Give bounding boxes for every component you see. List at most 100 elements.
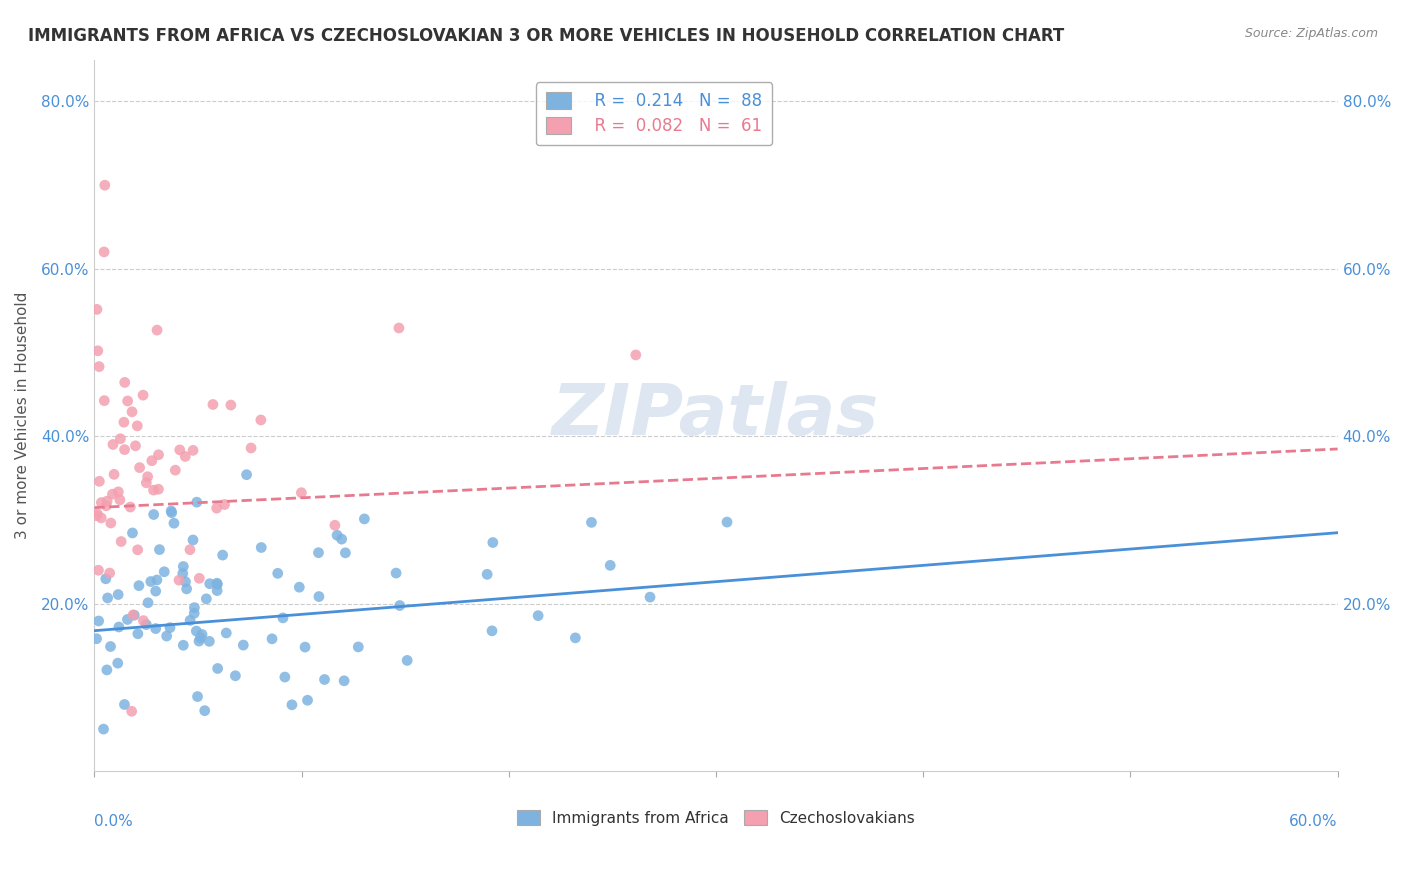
Point xyxy=(198,634,221,648)
Point xyxy=(323,518,346,533)
Point xyxy=(142,483,165,497)
Point xyxy=(108,492,131,507)
Point xyxy=(194,704,217,718)
Point xyxy=(581,516,603,530)
Point xyxy=(96,663,118,677)
Point xyxy=(120,500,142,514)
Point xyxy=(564,631,586,645)
Point xyxy=(136,469,159,483)
Point xyxy=(388,321,411,335)
Point xyxy=(135,475,157,490)
Point xyxy=(172,566,194,581)
Point xyxy=(101,487,124,501)
Point xyxy=(114,376,136,390)
Point xyxy=(294,640,316,654)
Point xyxy=(169,442,191,457)
Point xyxy=(121,704,143,718)
Point xyxy=(599,558,621,573)
Point xyxy=(181,533,204,547)
Point xyxy=(186,495,208,509)
Point xyxy=(527,608,550,623)
Point xyxy=(353,512,375,526)
Point xyxy=(103,467,125,482)
Point xyxy=(481,624,503,638)
Point xyxy=(128,460,150,475)
Point xyxy=(716,515,738,529)
Point xyxy=(271,611,294,625)
Point xyxy=(117,612,139,626)
Point xyxy=(148,482,170,496)
Point xyxy=(86,632,108,646)
Point xyxy=(141,453,163,467)
Point xyxy=(124,439,146,453)
Point xyxy=(205,583,228,598)
Point xyxy=(86,507,108,521)
Point xyxy=(160,504,183,518)
Point xyxy=(388,599,411,613)
Point xyxy=(475,567,498,582)
Point xyxy=(148,448,170,462)
Point xyxy=(326,528,349,542)
Point xyxy=(98,566,121,580)
Point xyxy=(87,614,110,628)
Point xyxy=(112,415,135,429)
Point xyxy=(139,574,162,589)
Point xyxy=(167,573,190,587)
Point xyxy=(100,516,122,530)
Point xyxy=(86,508,108,523)
Point xyxy=(188,634,211,648)
Point xyxy=(215,626,238,640)
Point xyxy=(96,499,118,513)
Point xyxy=(205,576,228,591)
Point xyxy=(207,577,229,591)
Point xyxy=(87,359,110,374)
Point xyxy=(240,441,263,455)
Point xyxy=(174,574,197,589)
Point xyxy=(347,640,370,654)
Point xyxy=(174,450,197,464)
Point xyxy=(314,673,336,687)
Point xyxy=(260,632,283,646)
Point xyxy=(250,413,273,427)
Point xyxy=(114,698,136,712)
Point xyxy=(121,405,143,419)
Legend: Immigrants from Africa, Czechoslovakians: Immigrants from Africa, Czechoslovakians xyxy=(508,801,924,835)
Point xyxy=(163,516,186,531)
Point xyxy=(183,607,205,621)
Point xyxy=(108,620,131,634)
Point xyxy=(186,690,208,704)
Point xyxy=(235,467,257,482)
Point xyxy=(188,571,211,585)
Point xyxy=(333,673,356,688)
Point xyxy=(121,525,143,540)
Point xyxy=(142,508,165,522)
Point xyxy=(132,614,155,628)
Point xyxy=(190,631,212,645)
Point xyxy=(127,418,149,433)
Point xyxy=(93,722,115,736)
Point xyxy=(205,501,228,516)
Point xyxy=(297,693,319,707)
Text: 0.0%: 0.0% xyxy=(94,814,134,829)
Point xyxy=(89,475,111,489)
Point xyxy=(122,608,145,623)
Point xyxy=(211,548,233,562)
Point xyxy=(624,348,647,362)
Point xyxy=(97,591,120,605)
Point xyxy=(186,624,208,638)
Point xyxy=(308,546,330,560)
Point xyxy=(183,600,205,615)
Point xyxy=(207,661,229,675)
Point xyxy=(87,563,110,577)
Point xyxy=(165,463,187,477)
Point xyxy=(127,542,149,557)
Point xyxy=(94,572,117,586)
Point xyxy=(638,590,661,604)
Point xyxy=(181,443,204,458)
Point xyxy=(274,670,297,684)
Text: ZIPatlas: ZIPatlas xyxy=(553,381,880,450)
Point xyxy=(172,638,194,652)
Point xyxy=(153,565,176,579)
Point xyxy=(127,626,149,640)
Point xyxy=(159,621,181,635)
